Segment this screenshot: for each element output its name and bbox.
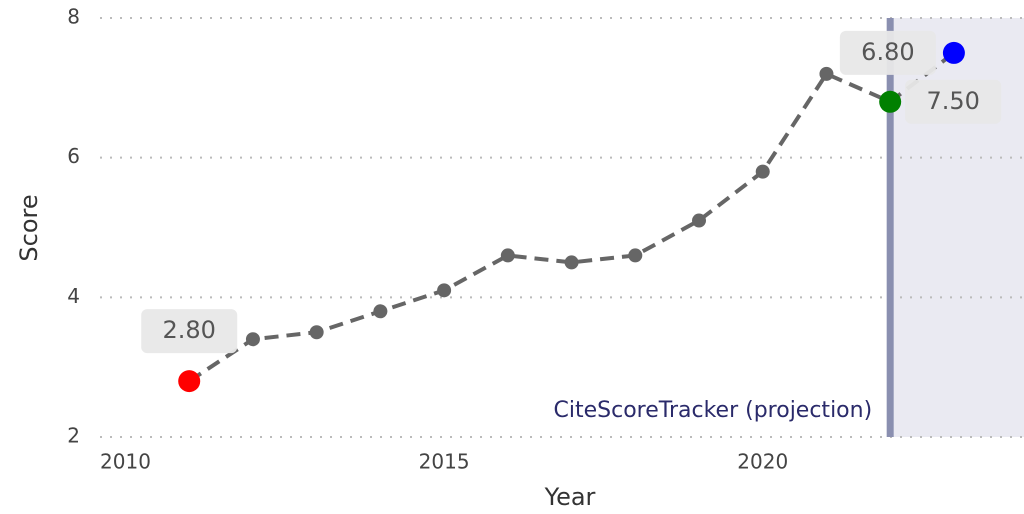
data-point (564, 255, 579, 270)
y-axis-title: Score (15, 194, 43, 261)
data-label: 7.50 (926, 87, 979, 115)
data-point (628, 248, 643, 263)
data-point (819, 66, 834, 81)
highlight-point (942, 41, 965, 64)
data-label: 2.80 (162, 316, 215, 344)
x-axis-title: Year (544, 483, 596, 511)
label-box (905, 79, 1002, 124)
data-point (755, 164, 770, 179)
highlight-point (178, 370, 201, 393)
data-point (692, 213, 707, 228)
projection-label: CiteScoreTracker (projection) (554, 398, 873, 423)
x-tick-label: 2020 (737, 450, 788, 474)
data-point (309, 325, 324, 340)
y-tick-label: 2 (67, 424, 80, 448)
data-point (373, 304, 388, 319)
y-tick-label: 6 (67, 144, 80, 168)
data-line (188, 51, 956, 383)
x-tick-label: 2010 (100, 450, 151, 474)
data-label: 6.80 (861, 38, 914, 66)
y-tick-label: 8 (67, 5, 80, 29)
y-tick-label: 4 (67, 284, 80, 308)
x-tick-label: 2015 (419, 450, 470, 474)
data-point (500, 248, 515, 263)
label-box (839, 30, 936, 75)
label-box (141, 309, 238, 354)
highlight-point (879, 90, 902, 113)
data-point (437, 283, 452, 298)
data-point (245, 332, 260, 347)
